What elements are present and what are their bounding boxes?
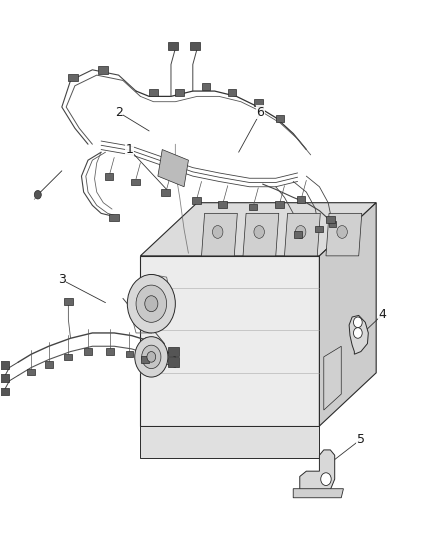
Bar	[161, 189, 170, 196]
Circle shape	[212, 225, 223, 238]
Text: 6: 6	[257, 106, 265, 119]
Text: 4: 4	[379, 308, 387, 321]
Bar	[276, 115, 285, 122]
Polygon shape	[141, 256, 319, 426]
Polygon shape	[141, 426, 319, 458]
Circle shape	[353, 317, 362, 328]
Circle shape	[142, 345, 161, 368]
Bar	[84, 349, 92, 355]
Polygon shape	[243, 213, 279, 256]
Polygon shape	[293, 489, 343, 498]
Bar	[141, 357, 149, 363]
Circle shape	[337, 225, 347, 238]
Bar	[168, 347, 179, 357]
Bar	[328, 221, 336, 227]
Circle shape	[254, 225, 265, 238]
Bar	[326, 216, 335, 223]
Polygon shape	[285, 213, 320, 256]
Bar	[201, 83, 210, 90]
Polygon shape	[141, 203, 376, 256]
Circle shape	[147, 352, 155, 362]
Bar	[192, 197, 201, 204]
Bar	[293, 231, 301, 238]
Text: 2: 2	[115, 106, 123, 119]
Bar	[249, 204, 258, 211]
Bar	[106, 349, 114, 355]
Text: 5: 5	[357, 433, 365, 446]
Text: 3: 3	[58, 273, 66, 286]
Bar	[0, 361, 9, 368]
Bar	[131, 179, 140, 185]
Bar	[0, 387, 9, 395]
Bar	[68, 74, 78, 82]
Bar	[126, 351, 134, 358]
Circle shape	[353, 328, 362, 338]
Bar	[190, 42, 200, 50]
Bar	[168, 42, 178, 50]
Circle shape	[34, 190, 41, 199]
Bar	[218, 201, 227, 208]
Bar	[105, 173, 113, 180]
Bar	[0, 374, 9, 382]
Bar	[64, 297, 73, 304]
Bar	[254, 99, 263, 106]
Bar	[175, 88, 184, 95]
Bar	[110, 214, 119, 221]
Bar	[275, 201, 284, 208]
Circle shape	[136, 285, 166, 322]
Circle shape	[145, 296, 158, 312]
Bar	[45, 361, 53, 368]
Polygon shape	[326, 213, 362, 256]
Circle shape	[127, 274, 175, 333]
Bar	[64, 354, 72, 360]
Polygon shape	[349, 316, 368, 354]
Text: 1: 1	[126, 143, 134, 156]
Polygon shape	[300, 450, 335, 490]
Polygon shape	[319, 203, 376, 426]
Bar	[297, 196, 305, 203]
Bar	[168, 358, 179, 367]
Polygon shape	[158, 150, 188, 187]
Bar	[149, 88, 158, 95]
Circle shape	[135, 337, 168, 377]
Circle shape	[321, 473, 331, 486]
Polygon shape	[201, 213, 237, 256]
Polygon shape	[324, 346, 341, 410]
Bar	[99, 66, 108, 74]
Circle shape	[295, 225, 306, 238]
Bar	[27, 369, 35, 375]
Bar	[315, 226, 323, 232]
Bar	[228, 88, 237, 95]
